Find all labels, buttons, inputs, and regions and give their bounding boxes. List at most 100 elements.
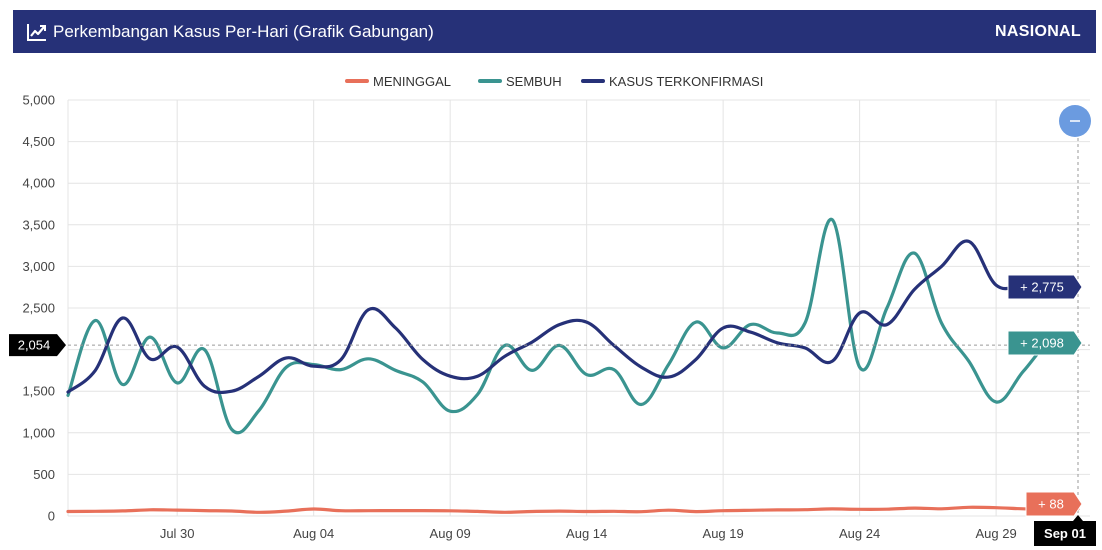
data-point <box>93 368 97 372</box>
crosshair-x-value: Sep 01 <box>1044 526 1086 541</box>
y-tick-label: 0 <box>48 509 55 524</box>
data-point <box>639 510 643 514</box>
legend-item[interactable]: MENINGGAL <box>345 74 451 89</box>
tooltip-recovered: + 2,098 <box>1007 330 1083 356</box>
legend-label: SEMBUH <box>506 74 562 89</box>
data-point <box>748 508 752 512</box>
y-tick-label: 2,500 <box>22 301 55 316</box>
data-point <box>885 507 889 511</box>
data-point <box>1021 507 1025 511</box>
y-axis: 05001,0001,5002,0002,5003,0003,5004,0004… <box>22 93 55 524</box>
data-point <box>503 354 507 358</box>
crosshair-y-value: 2,054 <box>18 338 51 353</box>
tooltip-confirmed-badge <box>1007 274 1083 300</box>
data-point <box>339 358 343 362</box>
data-point <box>530 340 534 344</box>
data-point <box>994 400 998 404</box>
data-point <box>694 320 698 324</box>
data-point <box>202 348 206 352</box>
data-point <box>803 508 807 512</box>
data-point <box>394 509 398 513</box>
data-point <box>585 373 589 377</box>
data-point <box>940 321 944 325</box>
data-point <box>667 508 671 512</box>
series-line-sembuh <box>66 218 1080 435</box>
data-point <box>557 509 561 513</box>
data-point <box>967 359 971 363</box>
data-point <box>667 363 671 367</box>
data-point <box>639 365 643 369</box>
data-point <box>858 311 862 315</box>
y-tick-label: 1,500 <box>22 384 55 399</box>
trend-line-icon <box>27 23 46 41</box>
data-point <box>994 506 998 510</box>
data-point <box>967 239 971 243</box>
y-tick-label: 4,500 <box>22 134 55 149</box>
x-tick-label: Aug 04 <box>293 526 334 541</box>
data-point <box>912 288 916 292</box>
data-point <box>175 345 179 349</box>
legend-label: MENINGGAL <box>373 74 451 89</box>
data-point <box>830 218 834 222</box>
data-point <box>1021 369 1025 373</box>
tooltip-recovered-value: + 2,098 <box>1020 336 1064 351</box>
data-point <box>585 320 589 324</box>
x-tick-label: Aug 24 <box>839 526 880 541</box>
region-label[interactable]: NASIONAL <box>995 23 1081 40</box>
tooltip-confirmed-value: + 2,775 <box>1020 280 1064 295</box>
data-point <box>612 368 616 372</box>
data-point <box>121 509 125 513</box>
y-tick-label: 4,000 <box>22 176 55 191</box>
crosshair-overlay: 2,054 Sep 01 + 2,775 + 2,098 + 88 <box>9 105 1096 546</box>
data-point <box>257 408 261 412</box>
legend-item[interactable]: KASUS TERKONFIRMASI <box>581 74 763 89</box>
data-point <box>66 510 70 514</box>
data-point <box>421 358 425 362</box>
y-tick-label: 1,000 <box>22 425 55 440</box>
x-tick-label: Aug 14 <box>566 526 607 541</box>
data-point <box>366 357 370 361</box>
data-point <box>721 346 725 350</box>
zoom-out-button[interactable] <box>1059 105 1091 137</box>
data-point <box>93 509 97 513</box>
data-point <box>858 507 862 511</box>
data-point <box>912 251 916 255</box>
data-point <box>639 403 643 407</box>
data-point <box>284 356 288 360</box>
chart-legend[interactable]: MENINGGAL SEMBUH KASUS TERKONFIRMASI <box>345 74 763 89</box>
data-point <box>776 508 780 512</box>
data-point <box>230 389 234 393</box>
legend-item[interactable]: SEMBUH <box>478 74 562 89</box>
y-tick-label: 3,000 <box>22 259 55 274</box>
data-point <box>257 510 261 514</box>
data-point <box>366 308 370 312</box>
data-point <box>530 368 534 372</box>
data-point <box>421 509 425 513</box>
data-point <box>257 374 261 378</box>
crosshair-y-label: 2,054 <box>9 334 66 357</box>
tooltip-deaths-value: + 88 <box>1038 497 1064 512</box>
x-tick-label: Jul 30 <box>160 526 195 541</box>
data-point <box>885 323 889 327</box>
data-point <box>312 507 316 511</box>
data-point <box>339 368 343 372</box>
data-point <box>66 390 70 394</box>
data-point <box>121 316 125 320</box>
data-point <box>667 375 671 379</box>
data-point <box>394 368 398 372</box>
data-point <box>475 509 479 513</box>
data-point <box>940 264 944 268</box>
chart-header: Perkembangan Kasus Per-Hari (Grafik Gabu… <box>13 10 1096 53</box>
tooltip-deaths: + 88 <box>1025 491 1083 517</box>
tooltip-confirmed: + 2,775 <box>1007 274 1083 300</box>
data-point <box>503 510 507 514</box>
data-point <box>284 365 288 369</box>
y-tick-label: 5,000 <box>22 93 55 108</box>
data-point <box>475 393 479 397</box>
series-line-meninggal <box>66 505 1080 514</box>
legend-label: KASUS TERKONFIRMASI <box>609 74 763 89</box>
x-tick-label: Aug 19 <box>703 526 744 541</box>
data-point <box>912 506 916 510</box>
data-point <box>475 374 479 378</box>
